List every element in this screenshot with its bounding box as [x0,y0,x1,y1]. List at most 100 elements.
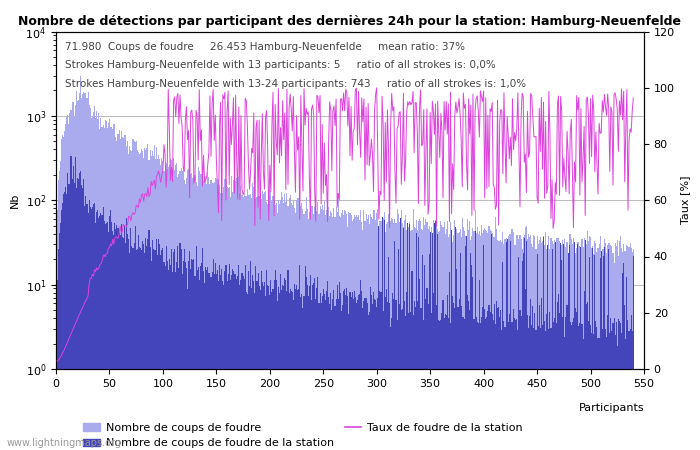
Bar [207,172,209,450]
Bar [120,131,122,450]
Bar [100,213,102,450]
Bar [326,291,327,450]
Bar [437,234,438,450]
Bar [385,297,386,450]
Bar [314,207,315,450]
Bar [558,238,559,450]
Bar [375,220,376,450]
Bar [540,328,541,450]
Bar [142,150,143,450]
Bar [374,299,375,450]
Bar [77,178,78,450]
Bar [486,317,487,450]
Bar [89,200,90,450]
Bar [211,272,213,450]
Bar [543,236,544,450]
Bar [385,232,386,450]
Bar [511,229,512,450]
Bar [593,334,594,450]
Bar [187,288,188,450]
Bar [481,225,482,450]
Bar [231,176,232,450]
Bar [222,281,223,450]
Bar [330,293,331,450]
Bar [435,221,436,450]
Bar [309,212,310,450]
Bar [344,289,345,450]
Bar [233,180,234,450]
Bar [621,248,622,450]
Bar [100,118,102,450]
Bar [295,289,296,450]
Bar [209,273,211,450]
Bar [308,219,309,450]
Bar [134,226,136,450]
Bar [186,178,187,450]
Bar [295,213,296,450]
Bar [169,259,170,450]
Bar [181,171,183,450]
Bar [75,104,76,450]
Bar [77,101,78,450]
Bar [369,312,370,450]
Bar [65,124,66,450]
Bar [473,231,475,450]
Bar [378,226,379,450]
Bar [238,266,239,450]
Bar [215,178,216,450]
Bar [132,248,134,450]
Bar [624,251,625,450]
Bar [290,291,292,450]
Bar [216,179,217,450]
Bar [430,313,432,450]
Bar [228,188,229,450]
Bar [231,275,232,450]
Taux de foudre de la station [85,281,93,287]
Bar [141,250,142,450]
Bar [450,222,451,450]
Bar [482,234,483,450]
Bar [398,304,400,450]
Bar [608,249,609,450]
Bar [524,238,525,450]
Bar [199,175,201,450]
Bar [278,287,279,450]
Bar [263,194,264,450]
Bar [609,243,610,450]
Bar [298,289,299,450]
Bar [426,288,428,450]
Bar [282,197,284,450]
Bar [435,220,436,450]
Bar [537,236,538,450]
Bar [272,289,274,450]
Bar [448,318,449,450]
Bar [420,221,421,450]
Bar [205,176,206,450]
Bar [319,206,321,450]
Bar [626,245,627,450]
Bar [94,202,95,450]
Bar [522,249,523,450]
Bar [604,239,605,450]
Bar [262,282,263,450]
Bar [73,166,74,450]
Bar [179,171,181,450]
Bar [278,200,279,450]
Bar [265,191,266,450]
Bar [575,308,576,450]
Bar [311,301,312,450]
Bar [154,250,155,450]
Bar [584,239,586,450]
Bar [424,225,426,450]
Bar [204,283,205,450]
Bar [195,182,197,450]
Bar [356,215,357,450]
Bar [382,217,383,450]
Bar [266,270,267,450]
Bar [302,209,304,450]
Bar [552,244,554,450]
Bar [279,203,280,450]
Bar [368,215,369,450]
Bar [388,214,389,450]
Bar [461,306,462,450]
